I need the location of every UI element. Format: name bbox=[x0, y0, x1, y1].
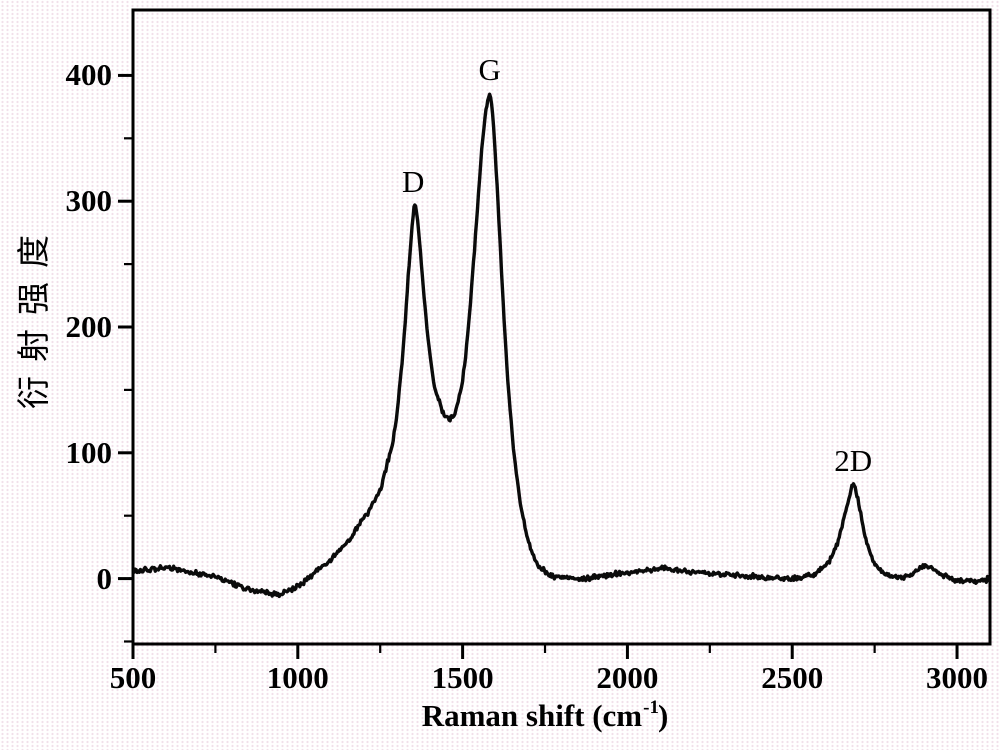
x-tick-label-500: 500 bbox=[109, 660, 157, 695]
y-tick-label-300: 300 bbox=[65, 183, 113, 219]
plot-frame bbox=[131, 8, 992, 646]
axis-ticks bbox=[118, 73, 959, 659]
peak-label-g: G bbox=[478, 52, 501, 88]
x-axis-title-close: ) bbox=[657, 698, 669, 733]
y-tick-label-200: 200 bbox=[65, 309, 113, 344]
y-tick-label-400: 400 bbox=[65, 57, 113, 93]
x-tick-label-1500: 1500 bbox=[431, 660, 494, 695]
spectrum-curve bbox=[133, 92, 990, 599]
x-axis-title: Raman shift (cm-1) bbox=[305, 696, 785, 734]
x-tick-label-2500: 2500 bbox=[761, 660, 824, 695]
x-tick-label-3000: 3000 bbox=[926, 660, 989, 695]
x-tick-label-1000: 1000 bbox=[266, 660, 329, 695]
x-axis-title-text: Raman shift (cm bbox=[421, 698, 643, 733]
peak-label-d: D bbox=[401, 163, 425, 199]
peak-label-2d: 2D bbox=[834, 443, 873, 479]
y-tick-label-0: 0 bbox=[96, 560, 113, 596]
x-axis-title-superscript: -1 bbox=[643, 696, 659, 718]
y-tick-label-100: 100 bbox=[65, 434, 113, 470]
x-tick-label-2000: 2000 bbox=[596, 660, 659, 695]
